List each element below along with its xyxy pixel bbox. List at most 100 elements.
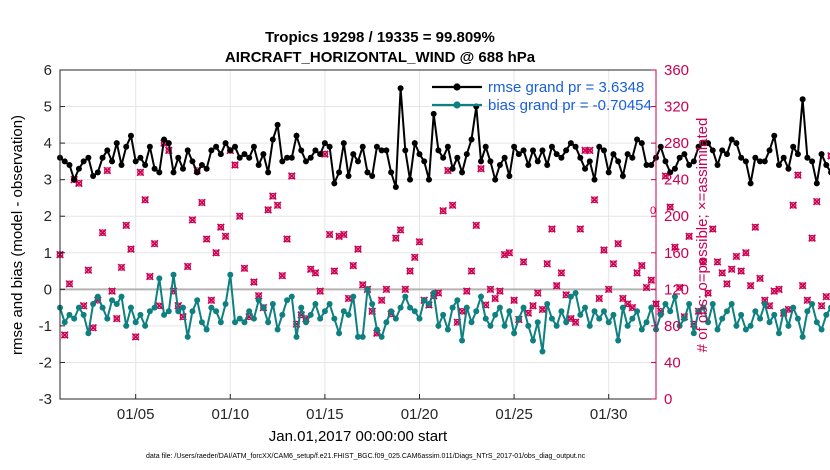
bias-point — [142, 322, 149, 329]
bias-point — [501, 322, 508, 329]
obs-marker-ring — [231, 161, 239, 169]
bias-point — [615, 337, 622, 344]
bias-point — [175, 308, 182, 315]
obs-marker — [647, 276, 656, 285]
obs-marker-ring — [146, 273, 154, 280]
rmse-point — [804, 154, 811, 161]
bias-point — [705, 319, 712, 326]
bias-point — [269, 300, 276, 307]
rmse-point — [487, 158, 494, 165]
obs-marker — [718, 269, 727, 277]
bias-point — [90, 300, 97, 307]
rmse-point — [359, 143, 366, 150]
rmse-point — [269, 136, 276, 143]
obs-marker-ring — [633, 269, 641, 277]
bias-point — [586, 322, 593, 329]
obs-marker — [519, 258, 528, 266]
rmse-point — [619, 173, 626, 180]
rmse-point — [416, 151, 423, 158]
bias-point — [766, 319, 773, 326]
obs-marker — [84, 266, 93, 275]
rmse-point — [66, 162, 73, 169]
bias-point — [690, 330, 697, 337]
obs-marker — [614, 239, 623, 248]
bias-point — [619, 304, 626, 311]
obs-marker — [268, 192, 277, 200]
obs-marker-ring — [723, 280, 731, 288]
rmse-point — [227, 147, 234, 154]
obs-marker — [462, 287, 471, 296]
obs-marker — [410, 253, 419, 262]
bias-point — [246, 308, 253, 315]
right-edge-annotation: 0 — [650, 205, 656, 217]
bias-point — [109, 297, 116, 304]
bias-point — [307, 311, 314, 318]
rmse-point — [184, 147, 191, 154]
legend: rmse grand pr = 3.6348 bias grand pr = -… — [432, 79, 652, 114]
obs-marker-ring — [662, 172, 669, 180]
bias-point — [563, 319, 570, 326]
obs-marker-ring — [340, 231, 348, 238]
obs-marker-ring — [827, 152, 830, 160]
rmse-point — [151, 165, 158, 172]
obs-marker — [827, 152, 830, 160]
bias-point — [775, 330, 782, 337]
bias-point — [71, 315, 78, 322]
obs-marker-ring — [66, 280, 73, 288]
obs-marker-ring — [709, 225, 717, 233]
rmse-point — [421, 158, 428, 165]
bias-point — [369, 300, 376, 307]
bias-point — [232, 319, 239, 326]
chart-title-line1: Tropics 19298 / 19335 = 99.809% — [265, 29, 495, 46]
bias-point — [572, 289, 579, 296]
obs-marker — [713, 258, 722, 266]
bias-point — [132, 319, 139, 326]
obs-marker-ring — [132, 333, 139, 341]
legend-rmse-label: rmse grand pr = 3.6348 — [488, 79, 644, 96]
rmse-point — [600, 147, 607, 154]
obs-marker-ring — [614, 240, 622, 247]
bias-point — [482, 315, 489, 322]
rmse-point — [307, 154, 314, 161]
bias-point — [747, 322, 754, 329]
bias-point — [331, 315, 338, 322]
obs-marker-ring — [529, 302, 537, 310]
obs-marker — [732, 252, 741, 261]
rmse-point — [397, 85, 404, 92]
bias-point — [194, 297, 201, 304]
obs-marker — [704, 289, 712, 297]
bias-point — [757, 315, 764, 322]
obs-marker-ring — [638, 262, 646, 269]
rmse-point — [563, 147, 570, 154]
obs-marker-ring — [813, 198, 821, 205]
bias-point — [66, 311, 73, 318]
bias-point — [302, 319, 309, 326]
bias-point — [146, 308, 153, 315]
obs-marker-ring — [534, 289, 542, 297]
bias-point — [719, 315, 726, 322]
rmse-point — [317, 151, 324, 158]
obs-marker — [817, 301, 826, 310]
rmse-point — [265, 169, 272, 176]
rmse-point — [364, 169, 371, 176]
y-right-tick-label: 0 — [664, 391, 672, 408]
obs-marker-ring — [439, 207, 447, 215]
rmse-point — [463, 151, 470, 158]
bias-point — [733, 322, 740, 329]
rmse-point — [232, 143, 239, 150]
obs-marker-ring — [331, 267, 338, 275]
bias-point — [771, 311, 778, 318]
obs-marker-ring — [179, 313, 187, 321]
bias-point — [321, 308, 328, 315]
obs-marker-ring — [558, 269, 565, 277]
obs-marker — [396, 226, 405, 234]
obs-marker-ring — [326, 231, 333, 238]
obs-marker — [136, 168, 145, 177]
bias-point — [799, 333, 806, 340]
obs-marker-ring — [567, 315, 575, 322]
obs-marker-ring — [591, 196, 598, 204]
obs-marker — [131, 332, 140, 341]
bias-point — [137, 311, 144, 318]
obs-marker — [775, 285, 783, 294]
rmse-point — [714, 162, 721, 169]
